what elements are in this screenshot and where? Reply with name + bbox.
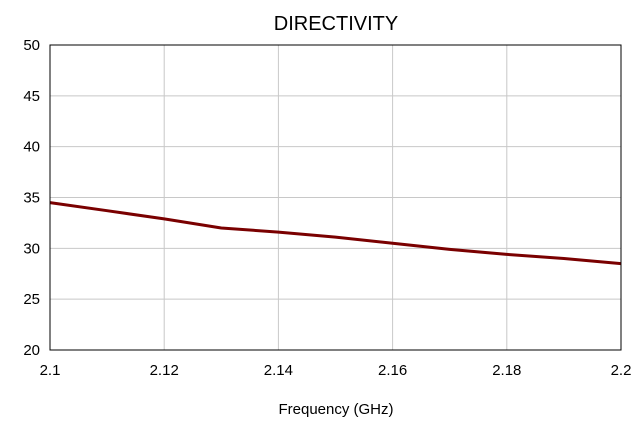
x-tick-label: 2.1 — [40, 362, 61, 379]
y-tick-label: 35 — [23, 190, 40, 207]
chart-title: DIRECTIVITY — [274, 13, 398, 35]
x-tick-label: 2.12 — [150, 362, 179, 379]
y-tick-label: 25 — [23, 291, 40, 308]
y-axis-ticks: 20 25 30 35 40 45 50 — [23, 37, 40, 359]
y-tick-label: 20 — [23, 342, 40, 359]
x-axis-ticks: 2.1 2.12 2.14 2.16 2.18 2.2 — [40, 362, 632, 379]
x-tick-label: 2.18 — [492, 362, 521, 379]
series-layer — [49, 201, 622, 266]
y-tick-label: 40 — [23, 139, 40, 156]
plot-frame — [49, 44, 622, 351]
grid — [49, 44, 622, 351]
y-tick-label: 30 — [23, 240, 40, 257]
x-tick-label: 2.2 — [611, 362, 632, 379]
x-tick-label: 2.16 — [378, 362, 407, 379]
x-axis-label: Frequency (GHz) — [278, 401, 393, 418]
directivity-line — [49, 201, 622, 266]
y-tick-label: 45 — [23, 88, 40, 105]
x-tick-label: 2.14 — [264, 362, 293, 379]
y-tick-label: 50 — [23, 37, 40, 54]
